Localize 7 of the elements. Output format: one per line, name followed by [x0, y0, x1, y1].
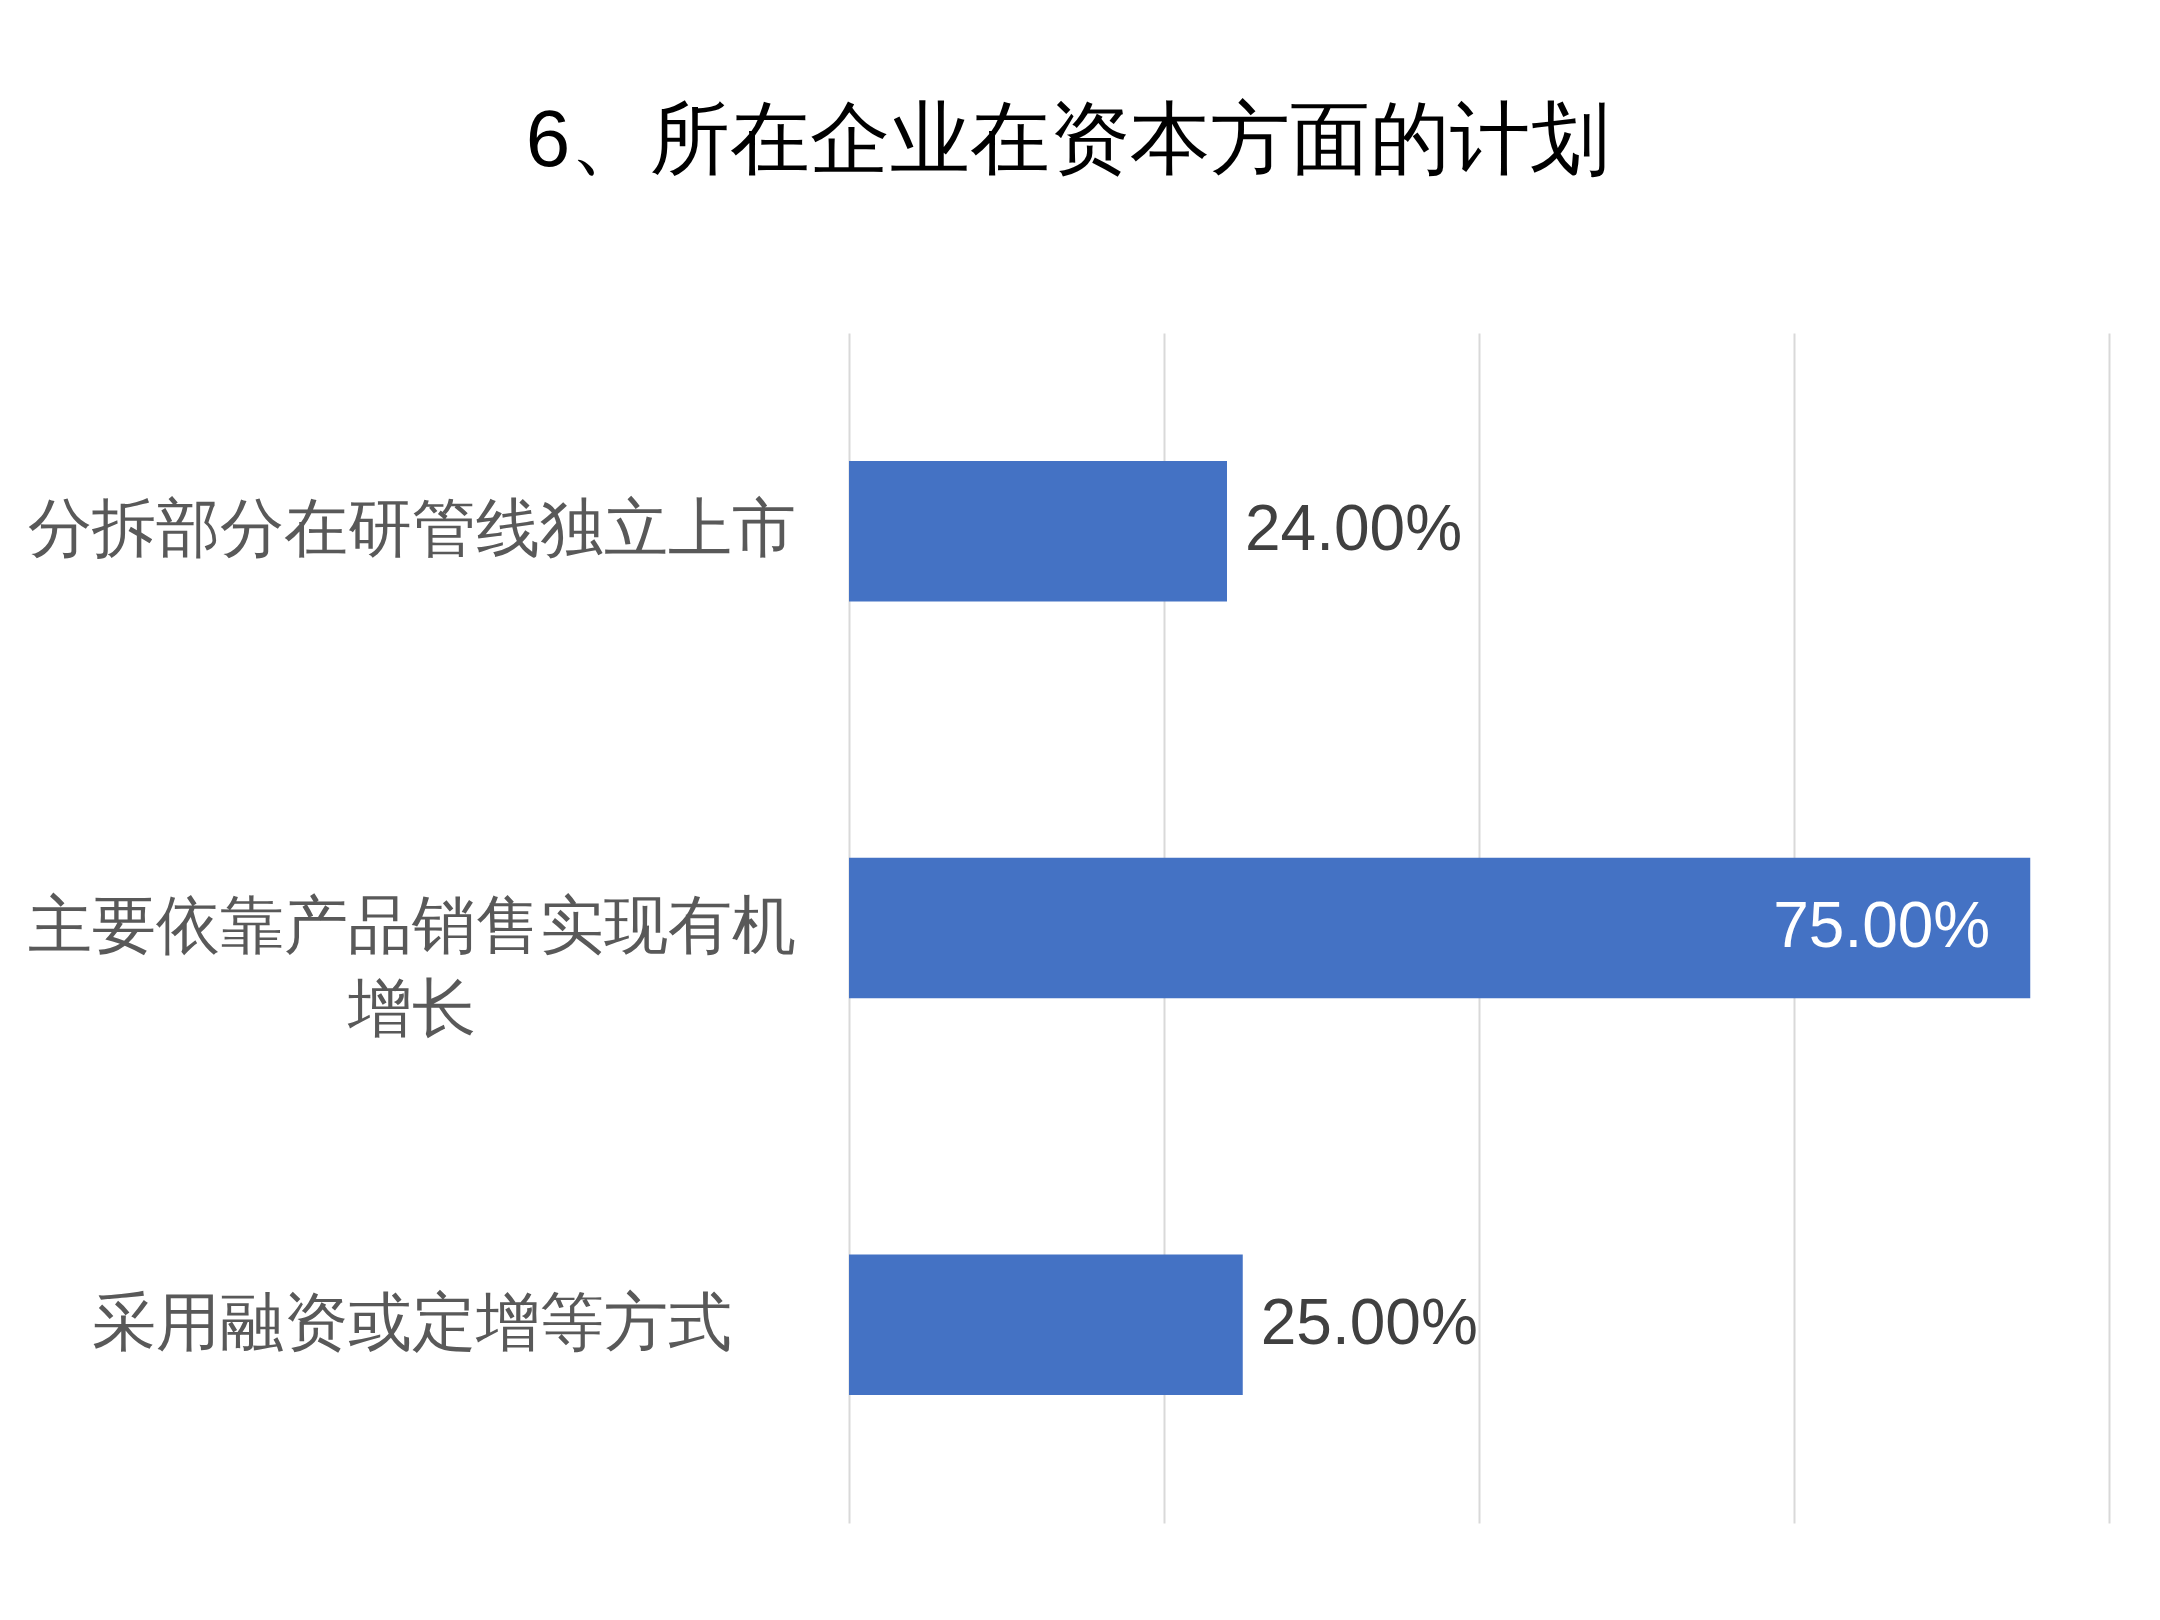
data-label: 75.00%: [1773, 889, 1991, 961]
y-tick-label: 采用融资或定增等方式: [91, 1285, 732, 1358]
data-label: 24.00%: [1245, 492, 1463, 565]
chart-title: 6、所在企业在资本方面的计划: [525, 94, 1611, 183]
y-tick-label: 主要依靠产品销售实现有机增长: [27, 889, 796, 1044]
data-label: 25.00%: [1260, 1285, 1478, 1358]
y-tick-label: 分拆部分在研管线独立上市: [27, 492, 796, 565]
